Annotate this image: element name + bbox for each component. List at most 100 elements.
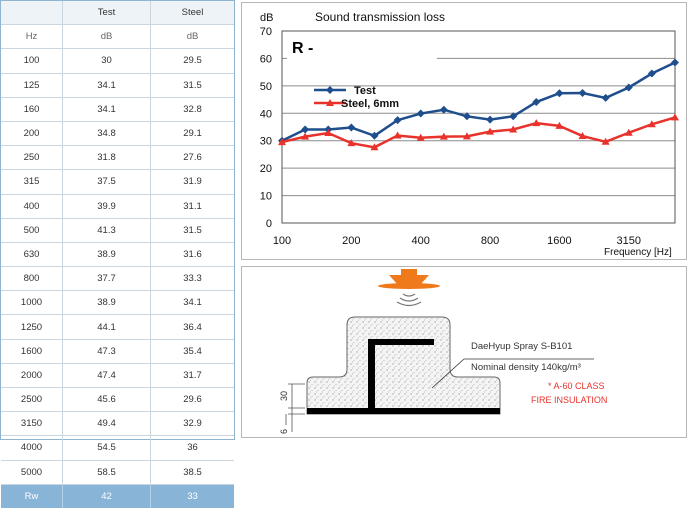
insulation-label: FIRE INSULATION [531,395,607,405]
table-data-cell: 800 [1,266,63,292]
data-point-steel [301,132,310,140]
table-units-cell: dB [62,24,151,50]
table-data-cell: 125 [1,73,63,98]
diagram-panel: 30 6 DaeHyup Spray S-B101 Nominal densit… [241,266,687,438]
data-point-steel [601,137,610,145]
table-data-cell: 31.5 [150,218,234,243]
table-data-cell: 31.6 [150,242,234,268]
data-point-test [601,93,610,102]
table-data-row: 125 34.1 31.5 [1,73,234,98]
table-data-row: 200 34.8 29.1 [1,121,234,147]
table-data-cell: 34.1 [62,73,151,98]
table-data-cell: 38.9 [62,242,151,268]
dimension-lines [285,383,305,432]
table-data-cell: 400 [1,194,63,219]
table-data-cell: 630 [1,242,63,268]
y-tick-label: 0 [266,218,272,230]
x-axis-label: Frequency [Hz] [604,247,672,258]
insulation-diagram: 30 6 DaeHyup Spray S-B101 Nominal densit… [279,269,607,434]
table-data-cell: 41.3 [62,218,151,243]
legend-label-steel: Steel, 6mm [341,98,399,110]
table-data-row: 1600 47.3 35.4 [1,339,234,364]
table-units-cell: Hz [1,24,63,50]
table-data-cell: 29.1 [150,121,234,147]
table-data-cell: 31.9 [150,169,234,195]
insulation-body [306,316,501,415]
table-data-cell: 1250 [1,314,63,340]
annotation-box [287,36,437,60]
steel-plate [307,408,500,414]
data-point-test [462,112,471,121]
table-header-row: Test Steel [1,1,234,26]
data-point-steel [324,129,333,137]
data-point-steel [439,132,448,140]
plot-area-border [281,30,676,224]
chart-panel: dB Sound transmission loss 0 10 20 30 40 50 60… [241,2,687,260]
table-data-cell: 100 [1,48,63,74]
table-data-row: 630 38.9 31.6 [1,242,234,268]
table-data-cell: 200 [1,121,63,147]
table-data-row: 800 37.7 33.3 [1,266,234,292]
table-data-cell: 315 [1,169,63,195]
table-data-cell: 31.5 [150,73,234,98]
data-point-steel [416,133,425,141]
dimension-plate: 6 [279,429,289,434]
y-tick-label: 60 [260,53,272,65]
table-data-cell: 47.4 [62,363,151,389]
x-tick-label: 1600 [547,235,571,247]
table-rw-cell: 42 [62,484,151,508]
table-data-cell: 47.3 [62,339,151,364]
steel-stiffener [368,339,375,409]
table-data-cell: 2500 [1,387,63,413]
data-point-test [486,115,495,124]
product-label: DaeHyup Spray S-B101 [471,341,572,352]
table-data-row: 1250 44.1 36.4 [1,314,234,340]
data-table-panel: Test Steel Hz dB dB 100 30 29.5 125 34.1 31.5 160 34… [0,0,235,508]
table-data-cell: 33.3 [150,266,234,292]
sound-transmission-table: Test Steel Hz dB dB 100 30 29.5 125 34.1 31.5 160 34… [1,1,234,508]
table-rw-cell: Rw [1,484,63,508]
data-point-test [647,69,656,78]
legend-marker-test [326,86,334,94]
data-point-test [370,131,379,140]
data-point-test [301,125,310,134]
data-point-test [347,123,356,132]
data-point-steel [509,125,518,133]
sound-transmission-chart: dB Sound transmission loss 0 10 20 30 40 50 60… [260,10,679,258]
table-data-cell: 160 [1,97,63,122]
table-data-row: 160 34.1 32.8 [1,97,234,122]
table-data-row: 1000 38.9 34.1 [1,290,234,316]
data-point-test [509,112,518,121]
table-data-cell: 37.7 [62,266,151,292]
table-units-cell: dB [150,24,234,50]
data-point-test [416,109,425,118]
data-point-steel [647,120,656,128]
table-data-row: 2500 45.6 29.6 [1,387,234,413]
table-data-cell: 49.4 [62,411,151,437]
table-data-cell: 44.1 [62,314,151,340]
data-point-steel [578,132,587,140]
table-units-row: Hz dB dB [1,24,234,50]
data-point-test [578,88,587,97]
table-header-cell [1,1,63,26]
y-tick-label: 20 [260,163,272,175]
data-point-steel [671,113,679,121]
table-data-cell: 1600 [1,339,63,364]
y-tick-label: 70 [260,26,272,38]
legend-label-test: Test [354,85,376,97]
table-data-cell: 32.9 [150,411,234,437]
leader-line [431,358,465,389]
table-data-cell: 34.1 [150,290,234,316]
data-point-steel [532,119,541,127]
dimension-thickness: 30 [279,391,289,401]
data-point-test [532,98,541,107]
table-data-cell: 250 [1,145,63,171]
table-data-cell: 32.8 [150,97,234,122]
table-data-cell: 36.4 [150,314,234,340]
table-data-row: 500 41.3 31.5 [1,218,234,243]
table-data-cell: 500 [1,218,63,243]
table-data-cell: 34.1 [62,97,151,122]
x-tick-label: 100 [273,235,291,247]
density-label: Nominal density 140kg/m³ [471,362,581,373]
data-point-steel [624,128,633,136]
